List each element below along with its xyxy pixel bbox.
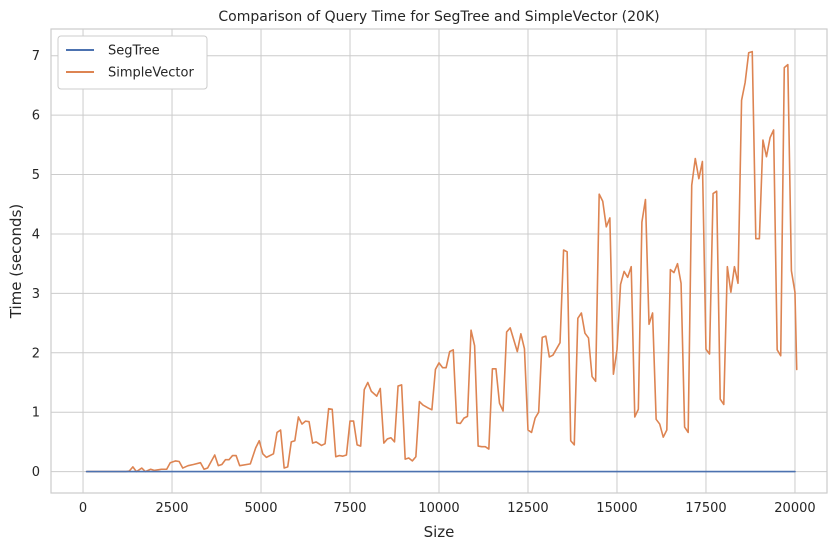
series-line-simplevector [85, 50, 798, 473]
y-axis-label: Time (seconds) [7, 204, 25, 320]
x-tick-label: 17500 [685, 501, 726, 516]
legend: SegTree SimpleVector [57, 35, 208, 90]
x-tick-label: 0 [79, 501, 87, 516]
y-tick-label: 3 [32, 287, 40, 302]
legend-box [57, 35, 208, 90]
grid-layer [51, 29, 827, 493]
legend-label-simplevector: SimpleVector [108, 66, 194, 81]
y-tick-label: 7 [32, 49, 40, 64]
x-tick-label: 10000 [418, 501, 459, 516]
x-axis-label: Size [424, 523, 455, 541]
series-layer [85, 50, 798, 473]
y-tick-label: 2 [32, 346, 40, 361]
y-tick-label: 5 [32, 168, 40, 183]
x-tick-label: 20000 [774, 501, 815, 516]
x-tick-label: 12500 [507, 501, 548, 516]
y-tick-label: 0 [32, 465, 40, 480]
y-tick-labels: 0 1 2 3 4 5 6 7 [32, 49, 40, 480]
x-tick-label: 5000 [244, 501, 277, 516]
x-tick-label: 15000 [596, 501, 637, 516]
x-tick-label: 2500 [155, 501, 188, 516]
x-tick-label: 7500 [333, 501, 366, 516]
y-tick-label: 4 [32, 227, 40, 242]
legend-label-segtree: SegTree [108, 44, 160, 59]
chart-title: Comparison of Query Time for SegTree and… [218, 9, 659, 25]
plot-frame [50, 28, 828, 494]
y-tick-label: 6 [32, 109, 40, 124]
x-tick-labels: 0 2500 5000 7500 10000 12500 15000 17500 20000 [79, 501, 816, 516]
y-tick-label: 1 [32, 406, 40, 421]
